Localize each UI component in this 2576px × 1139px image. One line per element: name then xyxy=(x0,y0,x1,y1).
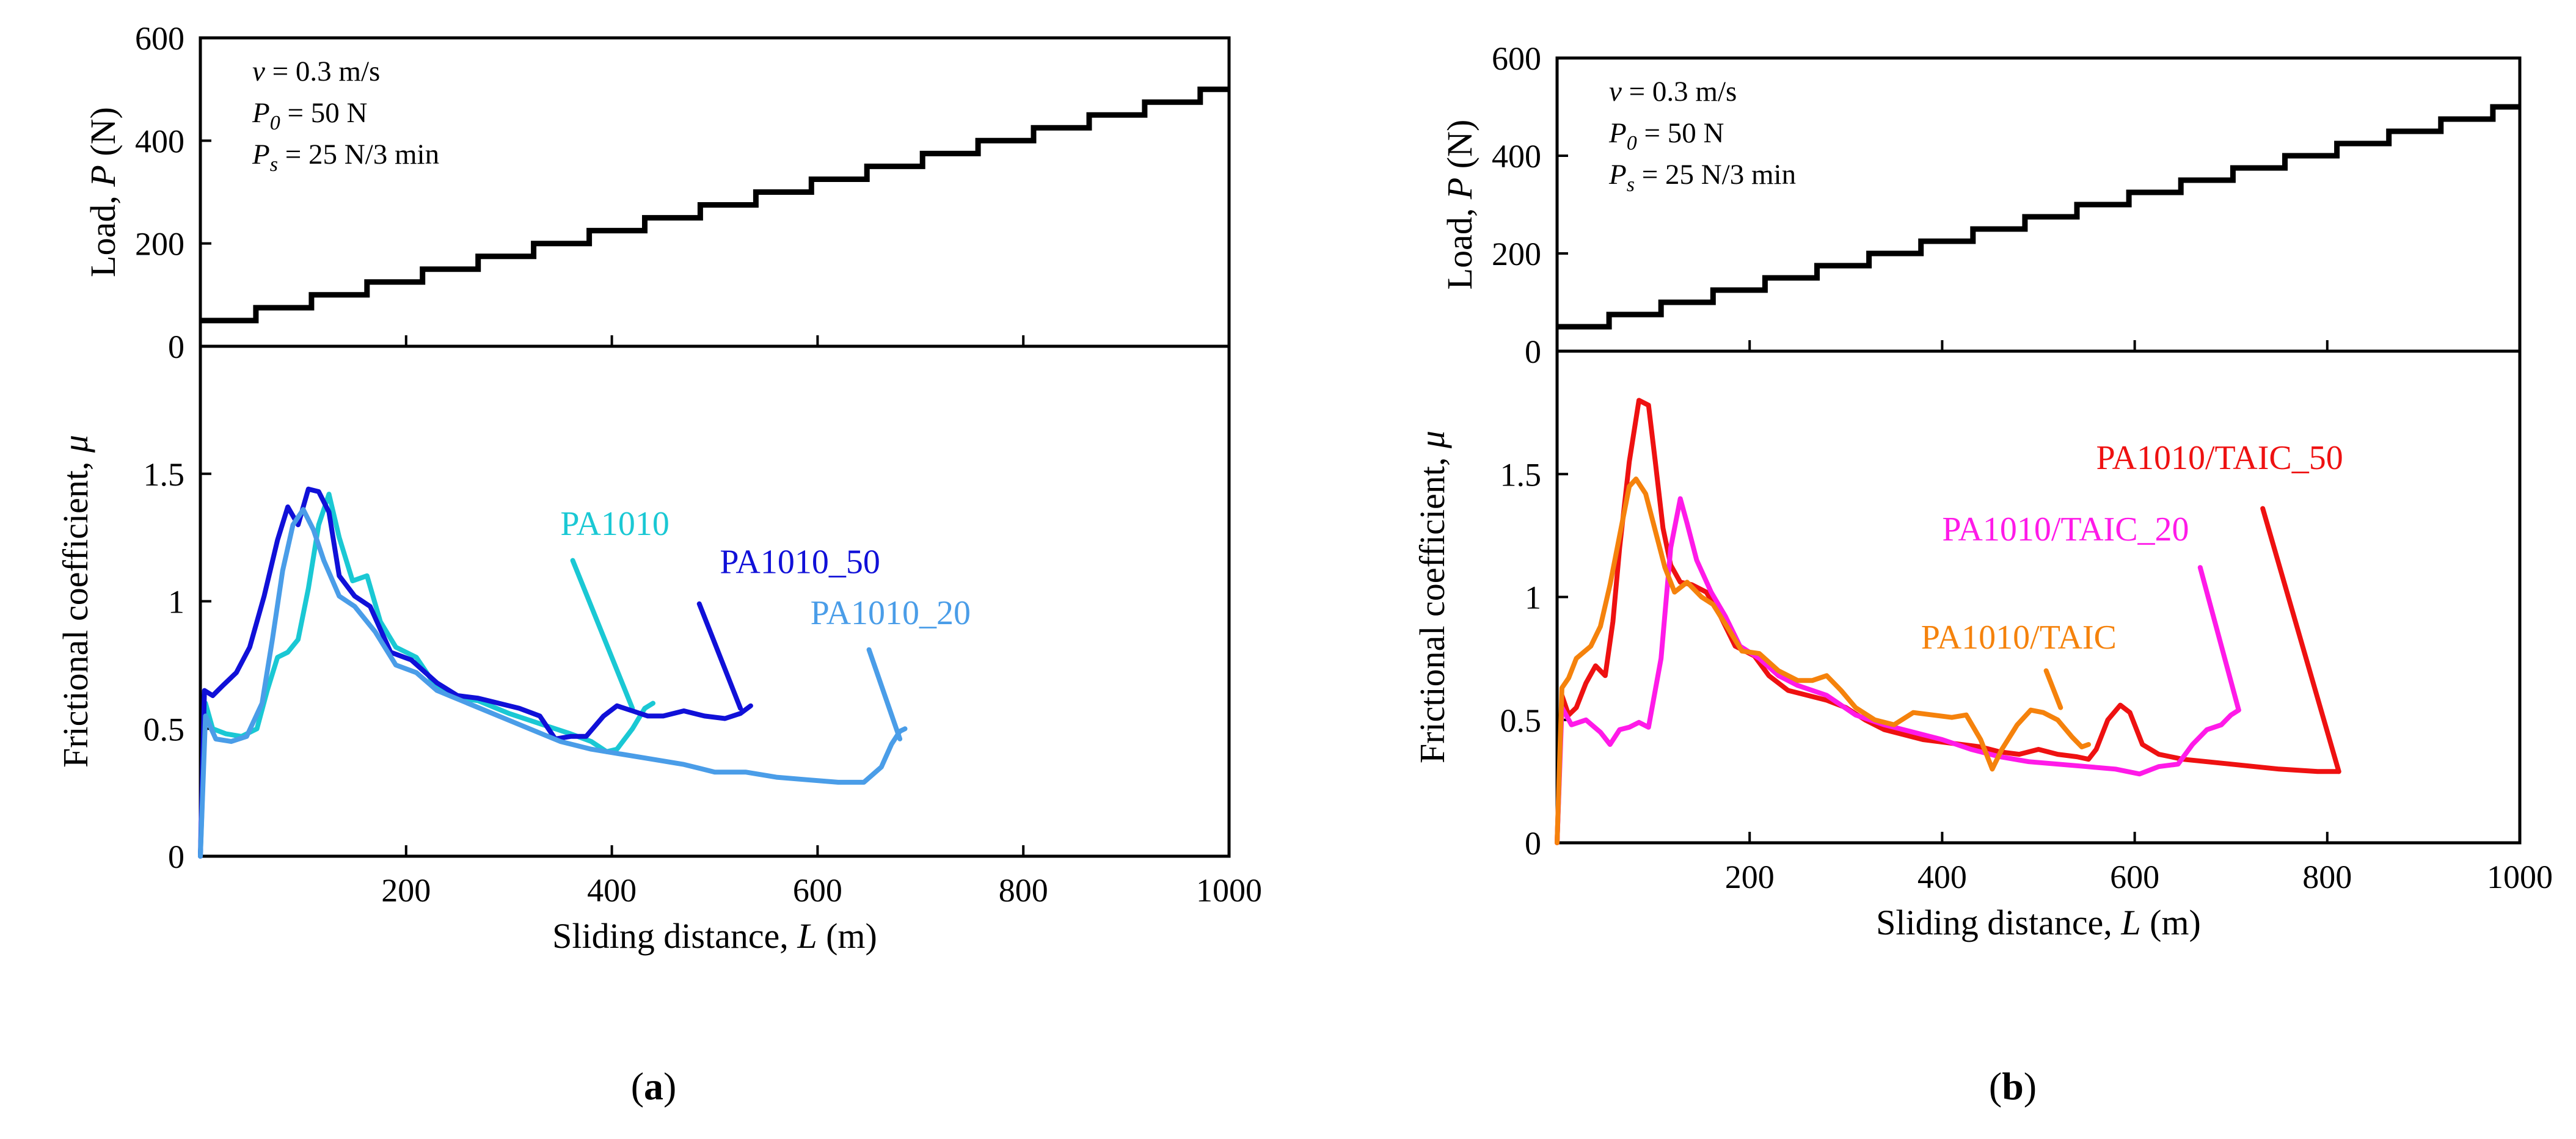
test-parameter: v = 0.3 m/s xyxy=(252,56,380,87)
x-tick-label: 1000 xyxy=(1196,872,1262,909)
test-parameter: P0 = 50 N xyxy=(1608,117,1724,155)
load-y-axis-label: Load, P (N) xyxy=(83,107,123,277)
series-label: PA1010_50 xyxy=(720,544,880,581)
mu-y-axis-label: Frictional coefficient, μ xyxy=(56,435,95,768)
test-parameter: Ps = 25 N/3 min xyxy=(1608,159,1796,196)
mu-plot-frame xyxy=(199,344,1231,858)
x-tick-label: 400 xyxy=(1917,859,1967,895)
load-y-tick-label: 600 xyxy=(135,20,184,57)
load-y-tick-label: 600 xyxy=(1492,40,1541,77)
x-tick-label: 800 xyxy=(999,872,1048,909)
series-label: PA1010/TAIC_50 xyxy=(2096,439,2343,477)
load-y-tick-label: 400 xyxy=(1492,138,1541,175)
series-label: PA1010 xyxy=(560,505,669,543)
load-step-line xyxy=(200,86,1229,324)
load-y-tick-label: 0 xyxy=(1525,333,1541,370)
series-leader-line xyxy=(2043,668,2063,710)
series-label: PA1010/TAIC_20 xyxy=(1942,511,2189,548)
series-line xyxy=(1555,476,2091,845)
load-step-line xyxy=(1557,104,2520,330)
mu-y-tick-label: 1 xyxy=(1525,580,1541,616)
test-parameter: Ps = 25 N/3 min xyxy=(252,139,439,176)
series-leader-line xyxy=(866,647,903,741)
x-axis-label: Sliding distance, L (m) xyxy=(552,916,877,956)
series-leader-line xyxy=(570,558,635,711)
panel-a: 200 400 600 800 1000 0 200 400 600 0 0.5 1 1.5 Slidin… xyxy=(56,20,1262,1108)
mu-y-tick-label: 1.5 xyxy=(144,456,185,493)
panel-b: 200 400 600 800 1000 0 200 400 600 0 0.5 1 1.5 Slidin… xyxy=(1412,40,2553,1108)
panel-caption: (a) xyxy=(631,1064,677,1108)
series-line xyxy=(1555,496,2241,845)
mu-y-tick-label: 0.5 xyxy=(144,711,185,748)
mu-y-tick-label: 0 xyxy=(1525,825,1541,862)
series-label: PA1010_20 xyxy=(811,594,971,632)
x-axis-label: Sliding distance, L (m) xyxy=(1876,903,2201,942)
series-line xyxy=(198,486,753,859)
series-leader-line xyxy=(696,601,743,711)
test-parameter: v = 0.3 m/s xyxy=(1609,76,1737,107)
x-tick-label: 800 xyxy=(2302,859,2352,895)
mu-y-tick-label: 1 xyxy=(168,584,184,620)
load-y-axis-label: Load, P (N) xyxy=(1440,120,1480,290)
load-y-tick-label: 0 xyxy=(168,329,184,365)
x-tick-label: 200 xyxy=(1725,859,1775,895)
load-y-tick-label: 400 xyxy=(135,123,184,159)
series-line xyxy=(198,507,908,859)
mu-y-tick-label: 1.5 xyxy=(1500,456,1542,493)
load-y-tick-label: 200 xyxy=(1492,236,1541,272)
test-parameter: P0 = 50 N xyxy=(252,97,367,134)
load-y-tick-label: 200 xyxy=(135,226,184,263)
series-leader-line xyxy=(2197,565,2241,713)
series-label: PA1010/TAIC xyxy=(1921,619,2117,657)
series-line xyxy=(198,492,655,859)
x-tick-label: 600 xyxy=(2110,859,2159,895)
mu-y-tick-label: 0.5 xyxy=(1500,702,1542,739)
x-tick-label: 600 xyxy=(793,872,842,909)
series-leader-line xyxy=(2260,506,2341,774)
x-tick-label: 1000 xyxy=(2487,859,2553,895)
x-tick-label: 400 xyxy=(587,872,637,909)
x-tick-label: 200 xyxy=(381,872,431,909)
mu-y-tick-label: 0 xyxy=(168,839,184,875)
mu-y-axis-label: Frictional coefficient, μ xyxy=(1412,431,1452,763)
panel-caption: (b) xyxy=(1989,1064,2037,1108)
